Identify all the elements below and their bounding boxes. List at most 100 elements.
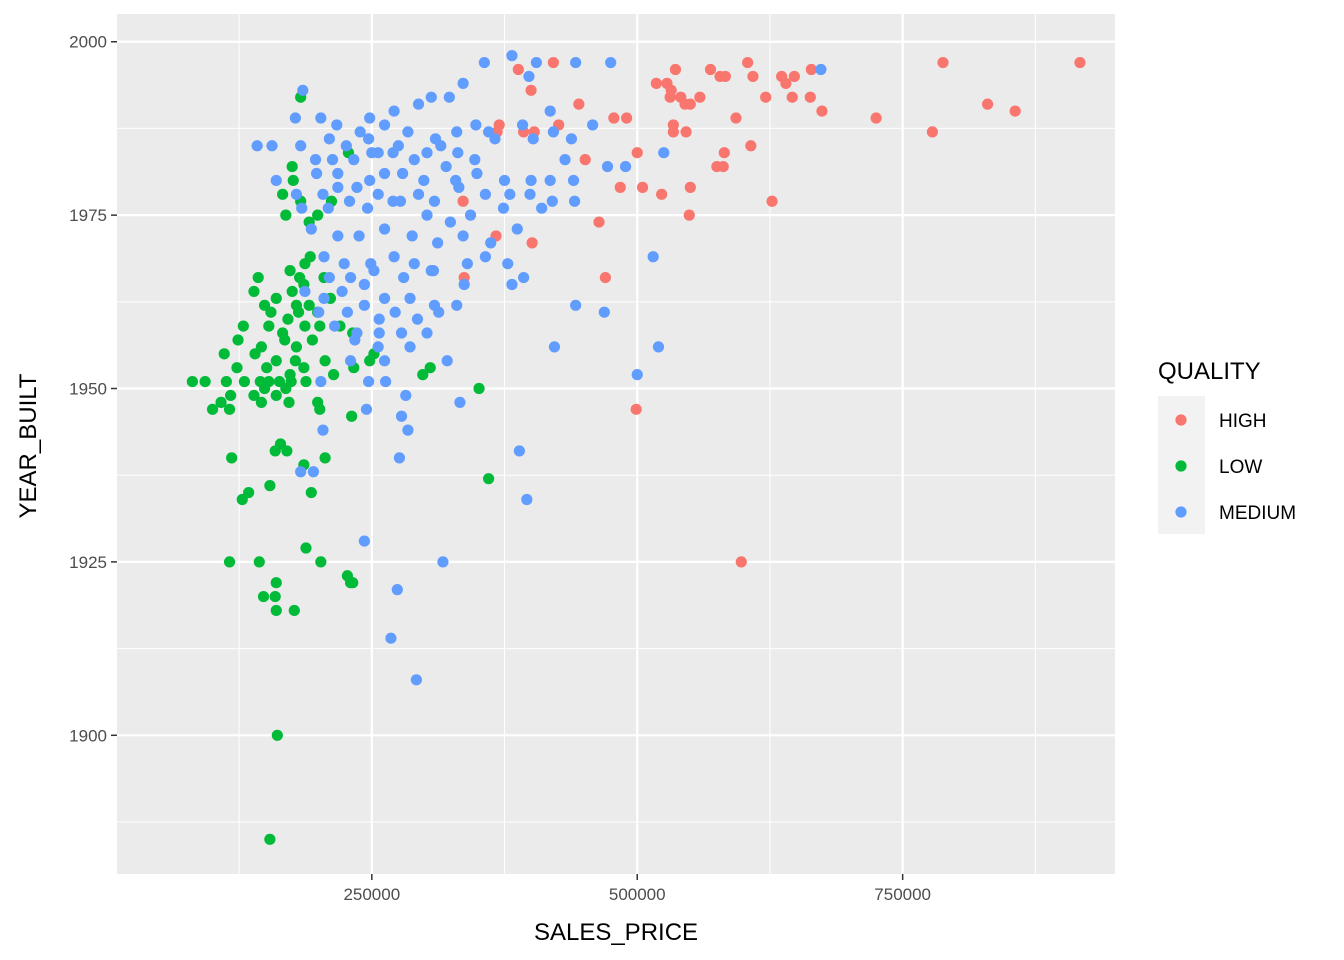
- data-point-low: [279, 334, 291, 346]
- data-point-low: [298, 362, 310, 374]
- data-point-low: [258, 382, 271, 395]
- data-point-medium: [469, 154, 481, 166]
- data-point-medium: [479, 251, 492, 263]
- data-point-medium: [498, 174, 511, 187]
- data-point-high: [669, 63, 682, 76]
- data-point-low: [223, 403, 236, 415]
- legend-label-high: HIGH: [1219, 411, 1267, 432]
- data-point-low: [473, 382, 485, 395]
- data-point-medium: [559, 154, 571, 166]
- data-point-medium: [388, 105, 400, 117]
- data-point-low: [314, 320, 326, 332]
- data-point-medium: [326, 154, 339, 166]
- data-point-medium: [338, 258, 350, 270]
- data-point-high: [786, 91, 798, 103]
- data-point-medium: [527, 133, 539, 145]
- data-point-medium: [398, 271, 410, 284]
- data-point-low: [282, 313, 294, 325]
- data-point-medium: [412, 98, 425, 110]
- data-point-high: [599, 271, 611, 284]
- data-point-medium: [546, 195, 558, 207]
- data-point-medium: [506, 278, 518, 291]
- legend: QUALITY HIGH LOW MEDIUM: [1158, 358, 1296, 534]
- data-point-medium: [443, 91, 455, 103]
- data-point-high: [526, 237, 538, 249]
- data-point-low: [344, 577, 357, 589]
- data-point-medium: [437, 556, 449, 568]
- data-point-medium: [513, 445, 525, 457]
- data-point-low: [223, 556, 236, 568]
- data-point-medium: [440, 160, 452, 173]
- data-point-medium: [428, 195, 441, 207]
- data-point-medium: [289, 112, 301, 124]
- data-point-low: [303, 299, 315, 311]
- data-point-medium: [408, 154, 420, 166]
- data-point-low: [225, 389, 237, 402]
- data-point-high: [630, 403, 642, 415]
- data-point-low: [306, 334, 318, 346]
- data-point-medium: [464, 209, 477, 221]
- data-point-medium: [331, 119, 343, 131]
- data-point-low: [265, 306, 277, 318]
- data-point-high: [937, 56, 949, 69]
- data-point-medium: [421, 147, 433, 159]
- data-point-low: [257, 590, 270, 603]
- data-point-high: [730, 112, 742, 124]
- data-point-high: [684, 98, 696, 110]
- data-point-high: [608, 112, 620, 124]
- data-point-medium: [444, 216, 456, 228]
- data-point-high: [780, 77, 792, 89]
- data-point-medium: [290, 188, 303, 200]
- data-point-medium: [402, 424, 414, 436]
- y-tick-label: 1900: [69, 726, 107, 745]
- data-point-low: [264, 833, 276, 845]
- data-point-low: [255, 396, 267, 408]
- data-point-low: [248, 285, 260, 298]
- data-point-high: [684, 181, 696, 193]
- data-point-high: [704, 63, 717, 76]
- data-point-low: [270, 292, 282, 304]
- data-point-medium: [544, 174, 556, 187]
- data-point-low: [312, 209, 324, 221]
- data-point-medium: [297, 84, 309, 96]
- data-point-low: [270, 604, 282, 617]
- data-point-low: [289, 355, 301, 367]
- data-point-medium: [344, 271, 357, 284]
- data-point-low: [319, 452, 331, 464]
- data-point-medium: [525, 174, 537, 187]
- data-point-high: [981, 98, 994, 110]
- y-tick-label: 1975: [69, 206, 107, 225]
- data-point-low: [231, 362, 243, 374]
- data-point-high: [694, 91, 706, 103]
- data-point-high: [816, 105, 828, 117]
- data-point-low: [286, 160, 298, 173]
- data-point-low: [300, 542, 312, 554]
- legend-swatch-low: [1175, 460, 1187, 472]
- data-point-medium: [348, 154, 360, 166]
- y-tick-label: 1925: [69, 553, 107, 572]
- data-point-medium: [647, 251, 659, 263]
- data-point-low: [232, 334, 244, 346]
- data-point-low: [314, 403, 326, 415]
- data-point-medium: [323, 271, 335, 284]
- data-point-medium: [598, 306, 610, 318]
- data-point-high: [593, 216, 605, 228]
- data-point-medium: [322, 202, 334, 214]
- data-point-low: [269, 590, 281, 603]
- data-point-medium: [815, 63, 827, 76]
- data-point-medium: [385, 632, 397, 644]
- y-axis-title: YEAR_BUILT: [15, 373, 42, 518]
- data-point-medium: [332, 167, 344, 180]
- data-point-medium: [452, 147, 464, 159]
- data-point-medium: [332, 181, 344, 193]
- data-point-medium: [391, 584, 403, 596]
- data-point-low: [292, 306, 305, 318]
- x-tick-label: 750000: [874, 885, 931, 904]
- data-point-medium: [504, 188, 516, 200]
- data-point-medium: [587, 119, 599, 131]
- data-point-medium: [565, 133, 578, 145]
- data-point-medium: [378, 223, 391, 235]
- data-point-low: [283, 396, 295, 408]
- x-tick-label: 500000: [609, 885, 666, 904]
- data-point-medium: [404, 292, 416, 304]
